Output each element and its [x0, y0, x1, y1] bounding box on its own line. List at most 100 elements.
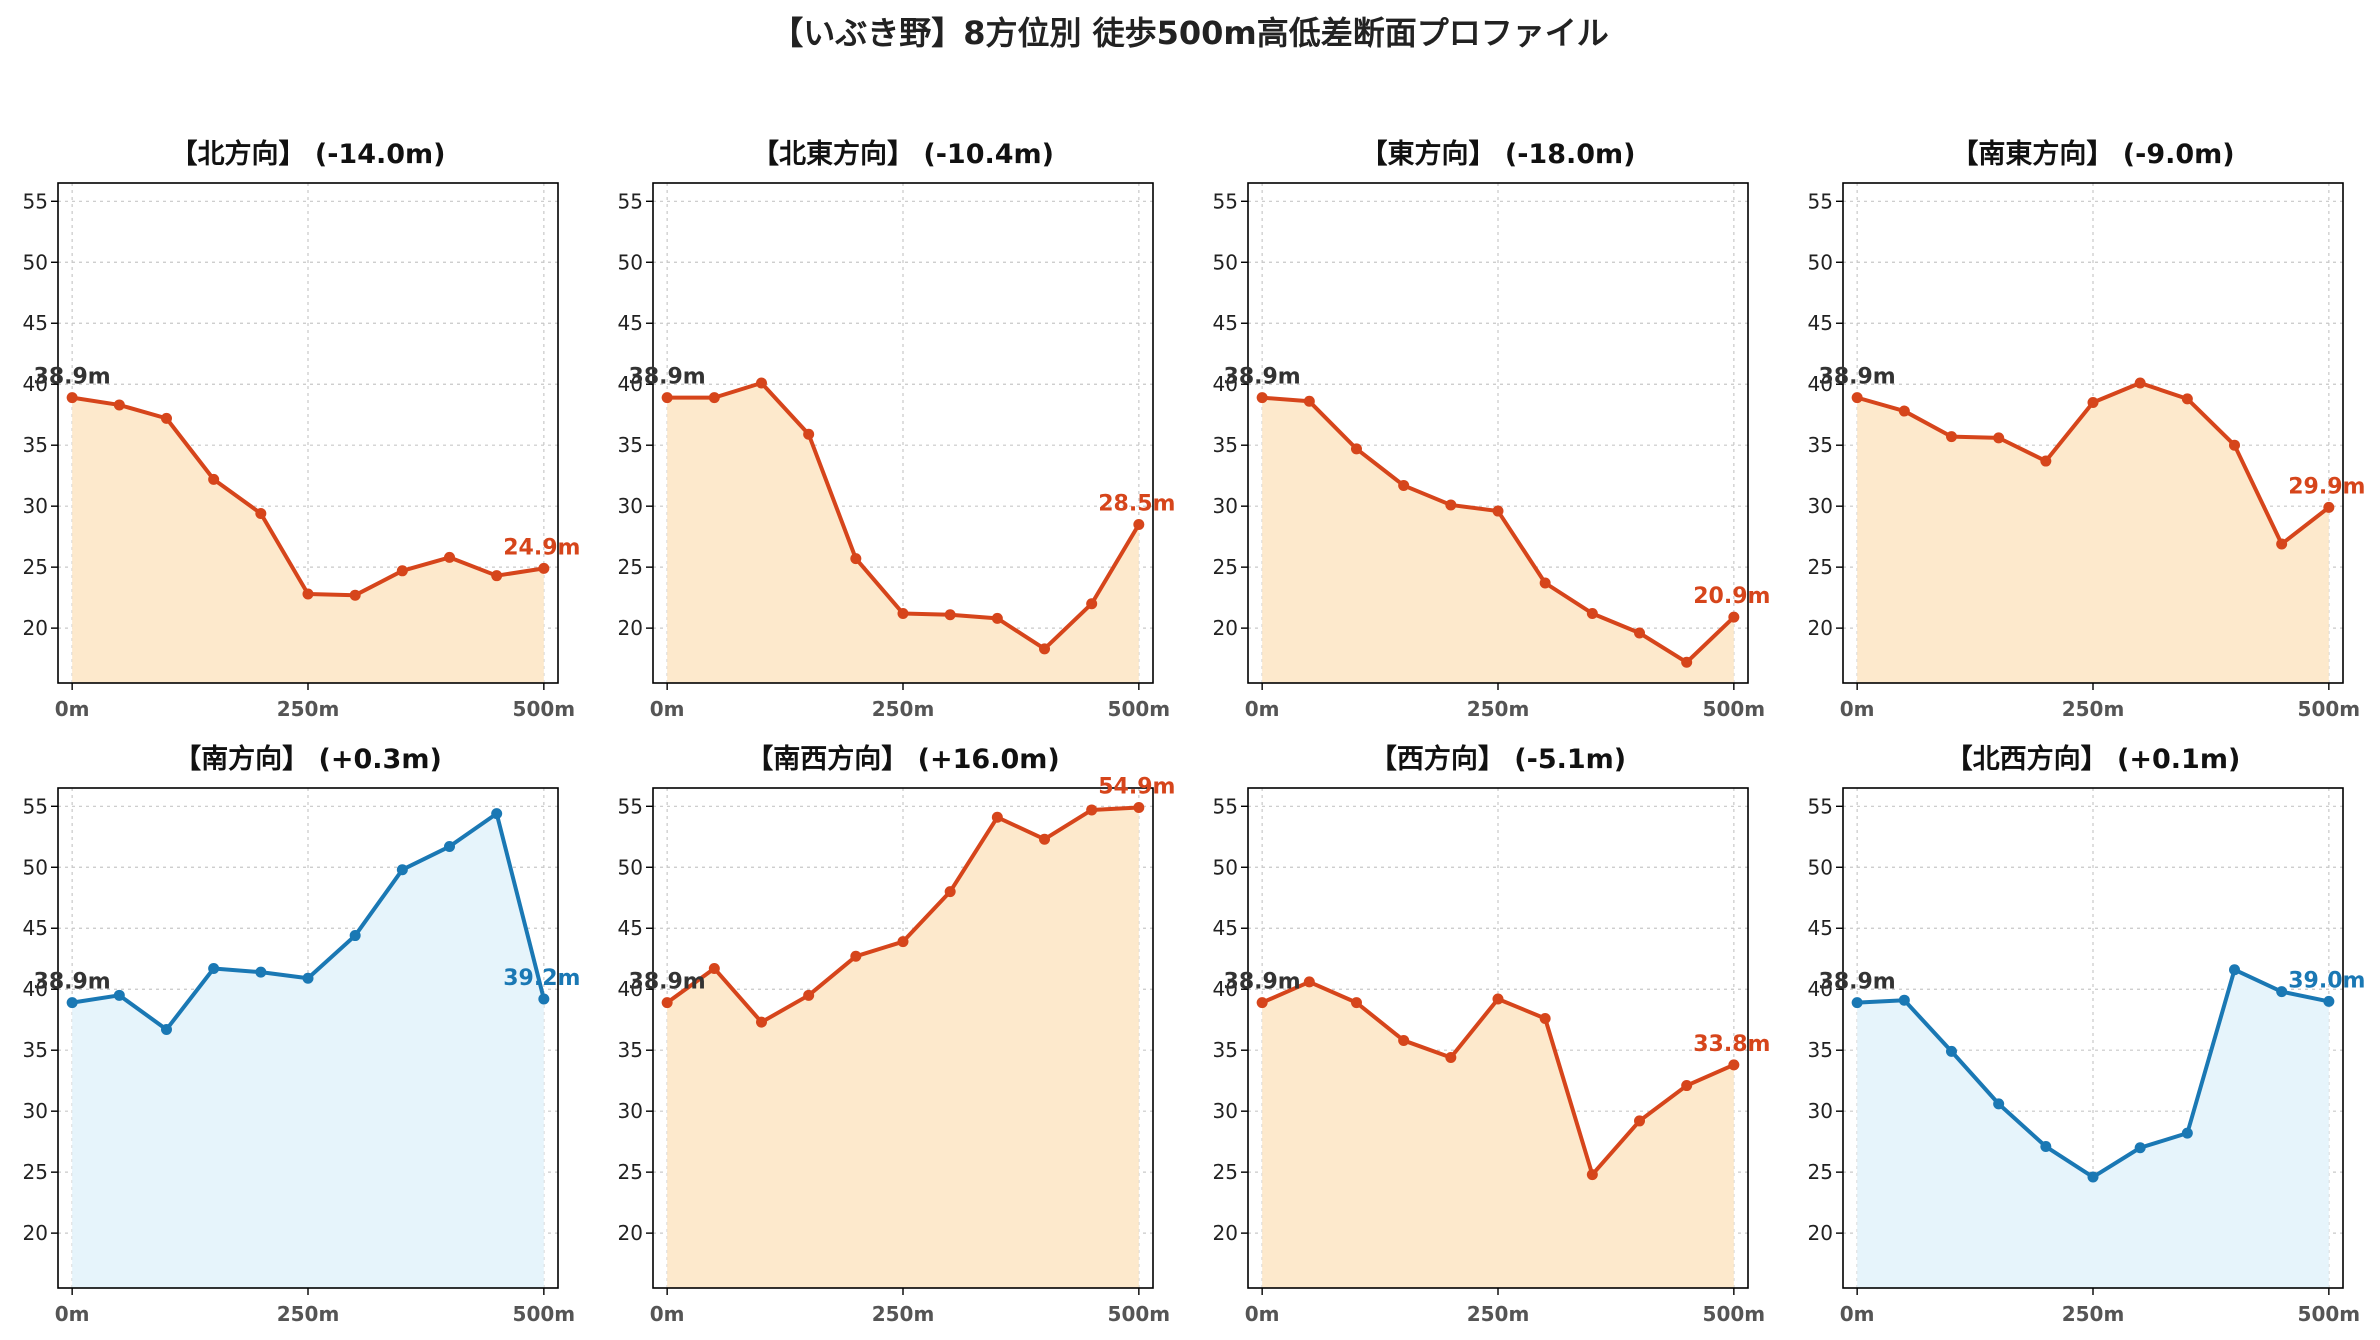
data-point: [2181, 1127, 2193, 1139]
data-point: [1133, 802, 1145, 814]
x-tick-label: 250m: [2062, 697, 2125, 721]
y-tick-label: 25: [1213, 1160, 1238, 1184]
y-tick-label: 30: [1808, 1099, 1833, 1123]
data-point: [2323, 501, 2335, 513]
data-point: [850, 950, 862, 962]
y-tick-label: 40: [618, 977, 643, 1001]
panel-title: 【南西方向】 (+16.0m): [746, 743, 1059, 775]
y-tick-label: 25: [1808, 555, 1833, 579]
y-tick-label: 35: [1213, 433, 1238, 457]
y-tick-label: 40: [23, 977, 48, 1001]
x-tick-label: 500m: [1703, 1302, 1766, 1326]
y-tick-label: 30: [1213, 494, 1238, 518]
end-value-label: 20.9m: [1693, 584, 1770, 609]
start-value-label: 38.9m: [34, 365, 111, 390]
y-tick-label: 20: [23, 616, 48, 640]
x-tick-label: 500m: [513, 697, 576, 721]
data-point: [2040, 1141, 2052, 1153]
y-tick-label: 35: [23, 1038, 48, 1062]
y-tick-label: 20: [23, 1221, 48, 1245]
x-tick-label: 0m: [55, 697, 90, 721]
y-tick-label: 45: [1808, 916, 1833, 940]
data-point: [302, 588, 314, 600]
data-point: [302, 972, 314, 984]
area-fill: [667, 383, 1139, 683]
data-point: [1993, 432, 2005, 444]
x-tick-label: 500m: [513, 1302, 576, 1326]
y-tick-label: 20: [1213, 1221, 1238, 1245]
area-fill: [72, 813, 544, 1288]
y-tick-label: 40: [23, 372, 48, 396]
panel-4: 【南方向】 (+0.3m) 20 25 30 35 40 45 50 55 0m 250m 500m 3…: [23, 743, 581, 1326]
data-point: [1539, 1012, 1551, 1024]
end-value-label: 28.5m: [1098, 491, 1175, 516]
y-tick-label: 30: [618, 494, 643, 518]
data-point: [2276, 538, 2288, 550]
y-tick-label: 35: [1808, 1038, 1833, 1062]
y-tick-label: 25: [23, 555, 48, 579]
y-tick-label: 35: [1808, 433, 1833, 457]
data-point: [661, 392, 673, 404]
area-fill: [1857, 383, 2329, 683]
data-point: [1898, 994, 1910, 1006]
x-tick-label: 250m: [1467, 697, 1530, 721]
data-point: [396, 864, 408, 876]
end-value-label: 29.9m: [2288, 474, 2365, 499]
x-tick-label: 250m: [277, 697, 340, 721]
y-tick-label: 35: [618, 433, 643, 457]
y-tick-label: 55: [23, 189, 48, 213]
data-point: [349, 589, 361, 601]
data-point: [208, 962, 220, 974]
data-point: [755, 377, 767, 389]
data-point: [1492, 505, 1504, 517]
y-tick-label: 50: [1213, 855, 1238, 879]
y-tick-label: 25: [23, 1160, 48, 1184]
y-tick-label: 50: [1808, 250, 1833, 274]
data-point: [1256, 392, 1268, 404]
panel-7: 【北西方向】 (+0.1m) 20 25 30 35 40 45 50 55 0m 250m 500m…: [1808, 743, 2366, 1326]
data-point: [944, 609, 956, 621]
data-point: [1398, 1034, 1410, 1046]
x-tick-label: 250m: [2062, 1302, 2125, 1326]
y-tick-label: 55: [1808, 794, 1833, 818]
y-tick-label: 45: [1808, 311, 1833, 335]
data-point: [1945, 431, 1957, 443]
panel-title: 【東方向】 (-18.0m): [1360, 138, 1635, 170]
y-tick-label: 25: [618, 1160, 643, 1184]
data-point: [444, 841, 456, 853]
y-tick-label: 30: [1213, 1099, 1238, 1123]
panel-title: 【北東方向】 (-10.4m): [752, 138, 1054, 170]
data-point: [113, 989, 125, 1001]
x-tick-label: 500m: [2298, 1302, 2361, 1326]
data-point: [1539, 577, 1551, 589]
y-tick-label: 35: [1213, 1038, 1238, 1062]
x-tick-label: 250m: [1467, 1302, 1530, 1326]
data-point: [349, 930, 361, 942]
data-point: [1634, 627, 1646, 639]
data-point: [1398, 479, 1410, 491]
panel-title: 【西方向】 (-5.1m): [1370, 743, 1626, 775]
data-point: [1086, 804, 1098, 816]
data-point: [1634, 1115, 1646, 1127]
y-tick-label: 45: [23, 916, 48, 940]
x-tick-label: 500m: [1108, 1302, 1171, 1326]
data-point: [160, 412, 172, 424]
panel-title: 【南東方向】 (-9.0m): [1951, 138, 2234, 170]
data-point: [1728, 611, 1740, 623]
data-point: [1851, 997, 1863, 1009]
figure-title: 【いぶき野】8方位別 徒歩500m高低差断面プロファイル: [771, 14, 1609, 52]
data-point: [255, 507, 267, 519]
start-value-label: 38.9m: [1819, 365, 1896, 390]
data-point: [160, 1023, 172, 1035]
panel-0: 【北方向】 (-14.0m) 20 25 30 35 40 45 50 55 0m 250m 500m…: [23, 138, 581, 721]
y-tick-label: 50: [618, 855, 643, 879]
y-tick-label: 25: [1213, 555, 1238, 579]
y-tick-label: 30: [23, 1099, 48, 1123]
data-point: [2134, 377, 2146, 389]
x-tick-label: 250m: [872, 1302, 935, 1326]
data-point: [2229, 964, 2241, 976]
data-point: [803, 989, 815, 1001]
data-point: [444, 551, 456, 563]
data-point: [1586, 1169, 1598, 1181]
